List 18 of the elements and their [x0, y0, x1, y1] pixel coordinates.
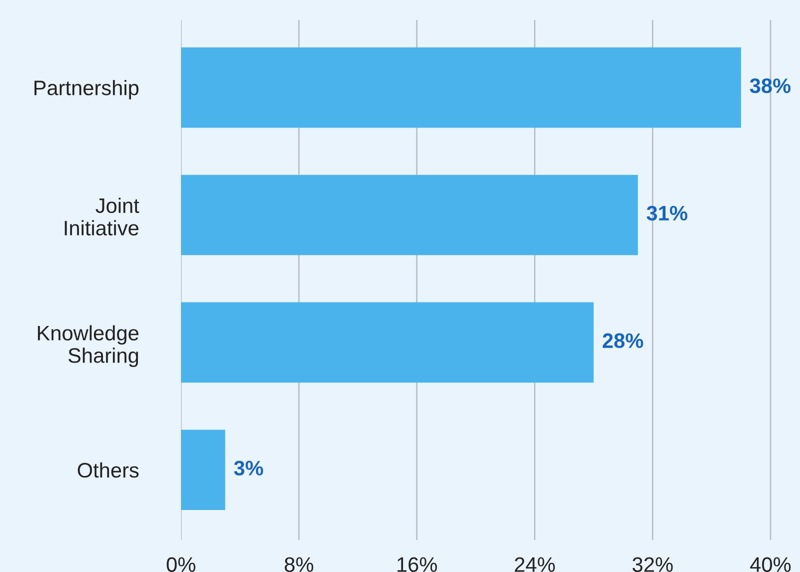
y-tick-label: Partnership [34, 80, 138, 100]
x-tick-label: 16% [398, 557, 437, 572]
x-tick-label: 8% [284, 557, 314, 572]
bar [181, 47, 742, 128]
data-label: 38% [750, 78, 791, 94]
y-tick-label: Others [78, 462, 139, 478]
data-label: 28% [602, 333, 644, 348]
x-tick-label: 0% [166, 557, 196, 572]
x-tick-label: 40% [750, 557, 791, 572]
data-label: 3% [234, 460, 264, 476]
bar [181, 302, 594, 383]
y-tick-label: Knowledge Sharing [38, 325, 138, 368]
y-tick-label: Joint Initiative [64, 198, 140, 236]
bar [181, 430, 226, 510]
data-label: 31% [646, 206, 688, 221]
x-tick-label: 32% [632, 557, 673, 572]
bar [181, 174, 638, 256]
x-tick-label: 24% [514, 557, 555, 572]
